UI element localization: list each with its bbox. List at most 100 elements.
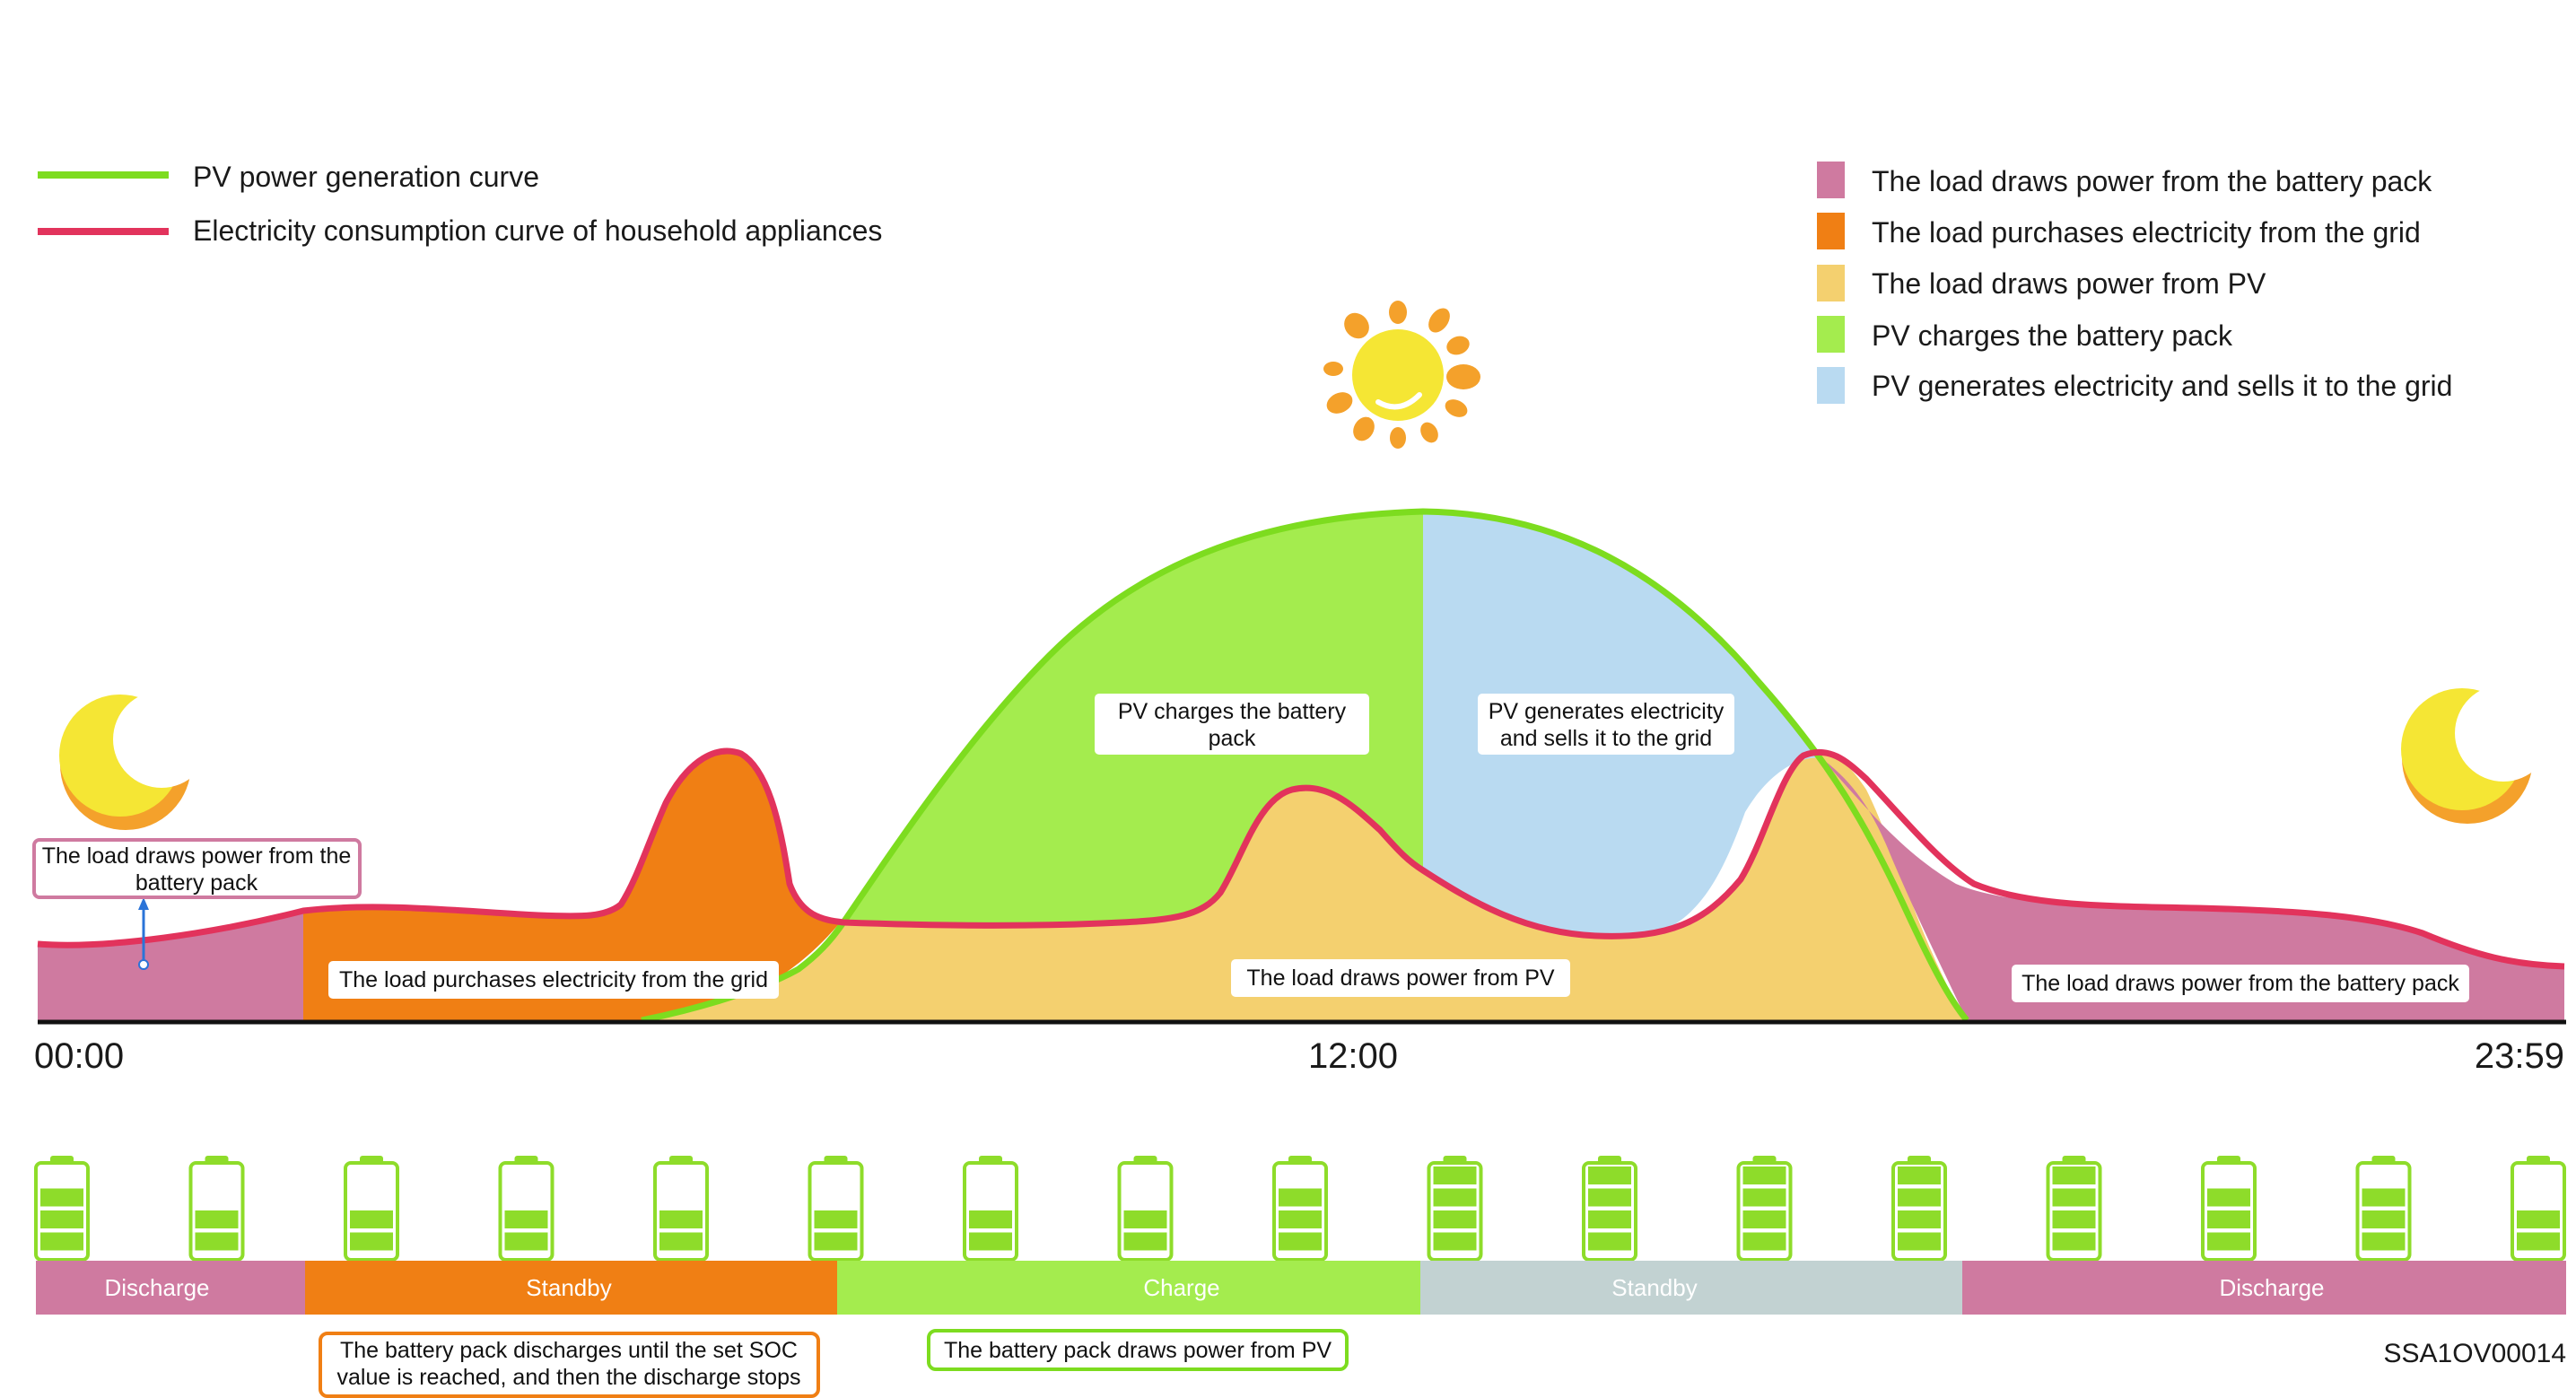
battery-icon	[188, 1156, 245, 1262]
battery-charge-segment	[1742, 1232, 1786, 1251]
legend-label-grid-to-load: The load purchases electricity from the …	[1872, 216, 2421, 249]
label-text-line1: PV charges the battery	[1118, 699, 1347, 724]
label-grid-to-load: The load purchases electricity from the …	[328, 961, 779, 999]
battery-icon	[1117, 1156, 1174, 1262]
battery-icon	[653, 1156, 709, 1262]
label-box	[328, 961, 779, 999]
label-box	[1095, 694, 1369, 755]
band-standby-morning-label: Standby	[526, 1274, 611, 1301]
note-battery-from-pv: The battery pack draws power from PV	[927, 1329, 1349, 1371]
legend-pv-curve: PV power generation curve	[38, 161, 539, 193]
battery-icon	[2511, 1156, 2566, 1262]
area-grid-to-load	[303, 751, 843, 1020]
pv-generation-curve	[641, 508, 1969, 1024]
label-text-line2: and sells it to the grid	[1500, 726, 1712, 751]
energy-areas	[38, 511, 2564, 1020]
battery-charge-segment	[1742, 1210, 1786, 1228]
battery-charge-segment	[504, 1232, 548, 1251]
battery-icon	[2355, 1156, 2412, 1262]
legend-load-curve: Electricity consumption curve of househo…	[38, 214, 882, 247]
battery-charge-segment	[1433, 1210, 1477, 1228]
battery-charge-segment	[1898, 1166, 1941, 1184]
band-discharge-evening-label: Discharge	[2219, 1274, 2324, 1301]
label-text: The load draws power from the battery pa…	[2022, 971, 2459, 996]
sun-disc	[1352, 329, 1444, 421]
note-box	[319, 1332, 820, 1398]
callout-text-line1: The load draws power from the	[42, 843, 352, 869]
battery-icon	[34, 1156, 90, 1262]
battery-charge-segment	[2362, 1188, 2406, 1207]
battery-charge-segment	[2052, 1166, 2096, 1184]
band-discharge-night-label: Discharge	[104, 1274, 209, 1301]
legend-swatch-pv-to-battery	[1817, 316, 1845, 353]
label-text-line2: pack	[1209, 726, 1256, 751]
area-battery-to-load-night	[38, 911, 303, 1020]
legend-label-pv-to-grid: PV generates electricity and sells it to…	[1872, 370, 2452, 402]
area-legend: The load draws power from the battery pa…	[1817, 162, 2452, 404]
load-curve-legend-label: Electricity consumption curve of househo…	[193, 214, 882, 247]
battery-charge-segment	[969, 1232, 1012, 1251]
battery-charge-segment	[1123, 1232, 1167, 1251]
battery-charge-segment	[2052, 1210, 2096, 1228]
battery-charge-segment	[350, 1232, 393, 1251]
label-pv-to-load: The load draws power from PV	[1231, 959, 1570, 997]
time-label-start: 00:00	[34, 1036, 124, 1076]
note-text-line2: value is reached, and then the discharge…	[336, 1365, 800, 1390]
note-box	[927, 1329, 1349, 1371]
band-discharge-evening	[1962, 1261, 2566, 1315]
battery-charge-segment	[2207, 1210, 2250, 1228]
battery-charge-segment	[1588, 1210, 1631, 1228]
battery-charge-segment	[1898, 1210, 1941, 1228]
moon-icon	[2401, 685, 2552, 824]
battery-charge-segment	[1588, 1232, 1631, 1251]
time-label-end: 23:59	[2475, 1036, 2564, 1076]
battery-charge-segment	[1898, 1188, 1941, 1207]
legend-swatch-grid-to-load	[1817, 213, 1845, 249]
legend-swatch-pv-to-grid	[1817, 367, 1845, 404]
battery-charge-segment	[1588, 1166, 1631, 1184]
battery-icon	[2201, 1156, 2257, 1262]
battery-icon	[1427, 1156, 1483, 1262]
battery-charge-segment	[40, 1232, 83, 1251]
figure-code: SSA1OV00014	[2384, 1339, 2566, 1368]
load-consumption-curve	[37, 747, 2565, 970]
battery-icon	[808, 1156, 864, 1262]
battery-charge-segment	[969, 1210, 1012, 1228]
sun-rays	[1323, 301, 1480, 449]
battery-charge-segment	[1279, 1210, 1322, 1228]
legend-swatch-battery-to-load	[1817, 162, 1845, 198]
label-battery-to-load-evening: The load draws power from the battery pa…	[2012, 965, 2469, 1002]
area-pv-to-load	[642, 752, 1967, 1020]
battery-soc-row	[34, 1156, 2566, 1262]
battery-charge-segment	[1742, 1188, 1786, 1207]
battery-icon	[2046, 1156, 2102, 1262]
battery-charge-segment	[1433, 1232, 1477, 1251]
label-box	[2012, 965, 2469, 1002]
legend-swatch-pv-to-load	[1817, 265, 1845, 301]
band-charge	[837, 1261, 1420, 1315]
battery-charge-segment	[2362, 1210, 2406, 1228]
battery-charge-segment	[2362, 1232, 2406, 1251]
battery-charge-segment	[659, 1210, 703, 1228]
callout-arrowhead	[138, 897, 149, 910]
battery-charge-segment	[1433, 1166, 1477, 1184]
battery-icon	[498, 1156, 554, 1262]
battery-charge-segment	[1742, 1166, 1786, 1184]
time-label-noon: 12:00	[1308, 1036, 1398, 1076]
callout-text-line2: battery pack	[135, 870, 258, 896]
battery-icon	[1736, 1156, 1793, 1262]
battery-icon	[1582, 1156, 1637, 1262]
pv-curve-legend-label: PV power generation curve	[193, 161, 539, 193]
sun-icon	[1323, 301, 1480, 449]
band-discharge-night	[36, 1261, 305, 1315]
area-battery-to-load-evening	[1821, 758, 2564, 1020]
band-standby-afternoon-label: Standby	[1611, 1274, 1697, 1301]
legend-label-pv-to-load: The load draws power from PV	[1872, 267, 2266, 300]
battery-charge-segment	[1279, 1188, 1322, 1207]
label-pv-to-battery: PV charges the battery pack	[1095, 694, 1369, 755]
callout-box	[32, 838, 362, 899]
battery-charge-segment	[2207, 1232, 2250, 1251]
battery-charge-segment	[814, 1210, 858, 1228]
battery-charge-segment	[1898, 1232, 1941, 1251]
